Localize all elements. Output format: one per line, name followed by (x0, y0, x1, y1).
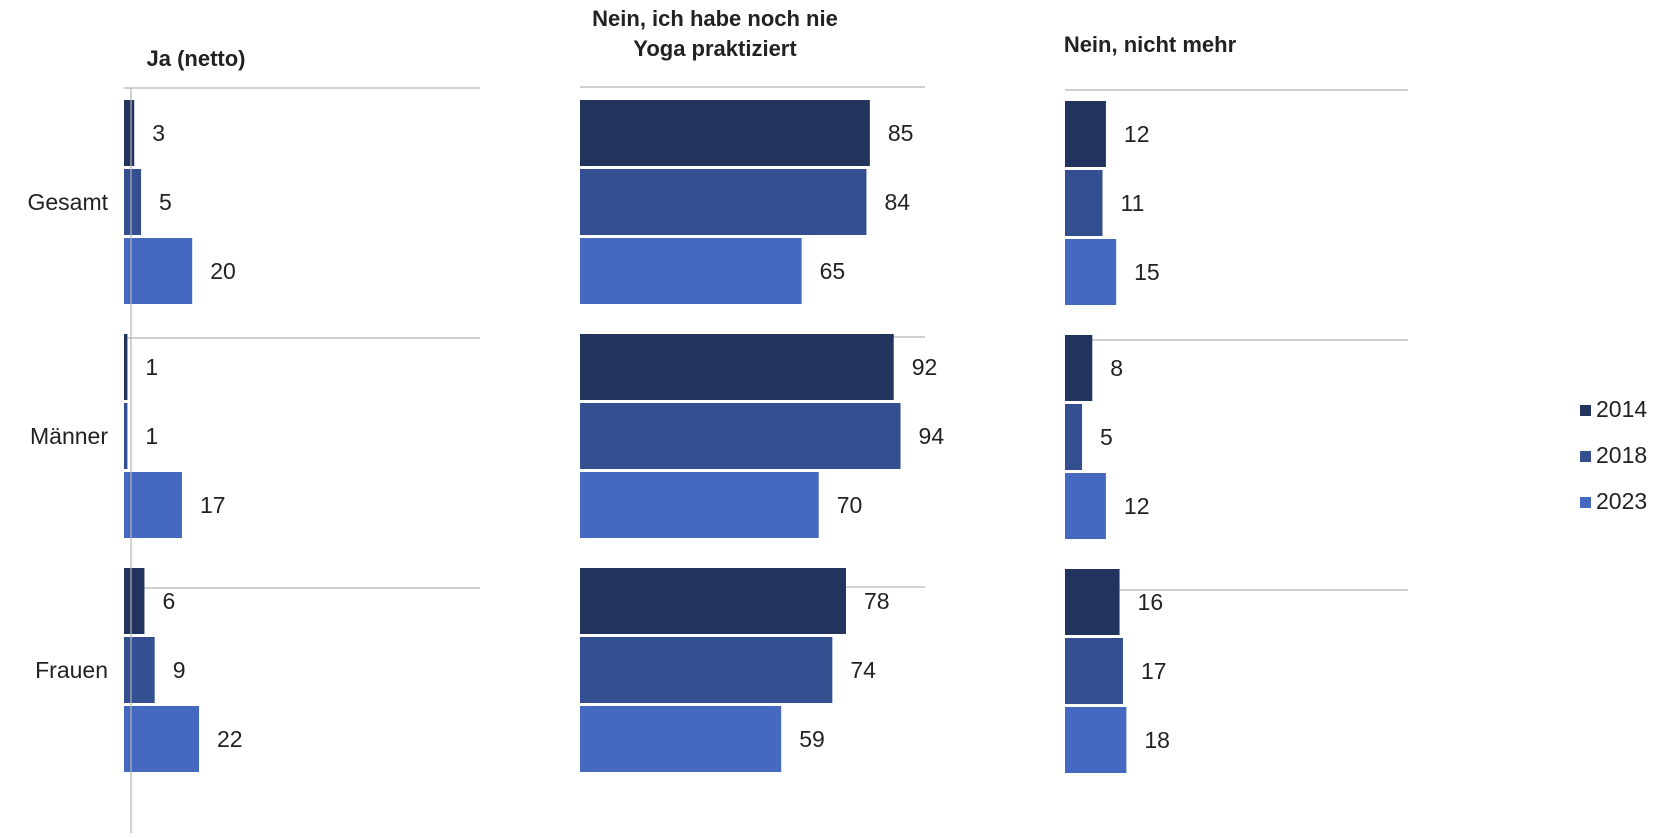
bar-1-männer-2023 (124, 472, 182, 538)
bar-2-männer-2014 (580, 334, 894, 400)
value-label-1-männer-2023: 17 (200, 492, 226, 518)
panel-title-2-line-1: Nein, ich habe noch nie (592, 6, 838, 31)
bar-1-männer-2014 (124, 334, 128, 400)
bar-1-frauen-2023 (124, 706, 200, 772)
bar-3-gesamt-2018 (1065, 170, 1103, 236)
bar-2-gesamt-2018 (580, 169, 867, 235)
value-label-2-männer-2018: 94 (919, 423, 945, 449)
value-label-3-gesamt-2014: 12 (1124, 121, 1150, 147)
value-label-1-gesamt-2023: 20 (210, 258, 236, 284)
value-label-3-gesamt-2023: 15 (1134, 259, 1160, 285)
value-label-3-frauen-2023: 18 (1144, 727, 1170, 753)
value-label-2-frauen-2018: 74 (850, 657, 876, 683)
bar-2-männer-2018 (580, 403, 901, 469)
panel-title-3: Nein, nicht mehr (1064, 32, 1237, 57)
bar-1-frauen-2018 (124, 637, 155, 703)
value-label-2-frauen-2023: 59 (799, 726, 825, 752)
panel-title-2-line-2: Yoga praktiziert (633, 36, 797, 61)
value-label-3-frauen-2018: 17 (1141, 658, 1167, 684)
value-label-1-männer-2014: 1 (145, 354, 158, 380)
bar-3-männer-2018 (1065, 404, 1083, 470)
bar-3-frauen-2023 (1065, 707, 1127, 773)
bar-1-gesamt-2018 (124, 169, 142, 235)
bar-2-gesamt-2014 (580, 100, 870, 166)
value-label-3-männer-2018: 5 (1100, 424, 1113, 450)
value-label-2-gesamt-2018: 84 (884, 189, 910, 215)
value-label-1-frauen-2014: 6 (162, 588, 175, 614)
category-label-gesamt: Gesamt (27, 189, 108, 215)
legend-label-2023: 2023 (1596, 488, 1647, 514)
bar-2-frauen-2023 (580, 706, 782, 772)
bar-3-gesamt-2014 (1065, 101, 1106, 167)
value-label-3-männer-2023: 12 (1124, 493, 1150, 519)
bar-1-männer-2018 (124, 403, 128, 469)
bar-3-männer-2023 (1065, 473, 1106, 539)
bar-2-frauen-2014 (580, 568, 846, 634)
value-label-3-frauen-2014: 16 (1138, 589, 1164, 615)
bar-1-gesamt-2023 (124, 238, 193, 304)
value-label-2-gesamt-2014: 85 (888, 120, 914, 146)
bar-3-frauen-2018 (1065, 638, 1123, 704)
value-label-3-männer-2014: 8 (1110, 355, 1123, 381)
bar-2-männer-2023 (580, 472, 819, 538)
value-label-2-männer-2014: 92 (912, 354, 938, 380)
value-label-1-männer-2018: 1 (145, 423, 158, 449)
value-label-2-frauen-2014: 78 (864, 588, 890, 614)
bar-1-frauen-2014 (124, 568, 145, 634)
bar-2-gesamt-2023 (580, 238, 802, 304)
legend-swatch-2014 (1580, 405, 1591, 416)
value-label-1-frauen-2023: 22 (217, 726, 243, 752)
panel-title-1: Ja (netto) (147, 46, 246, 71)
value-label-1-gesamt-2018: 5 (159, 189, 172, 215)
value-label-3-gesamt-2018: 11 (1121, 190, 1145, 216)
value-label-1-gesamt-2014: 3 (152, 120, 165, 146)
value-label-2-gesamt-2023: 65 (820, 258, 846, 284)
value-label-1-frauen-2018: 9 (173, 657, 186, 683)
bar-2-frauen-2018 (580, 637, 833, 703)
legend-label-2018: 2018 (1596, 442, 1647, 468)
legend-label-2014: 2014 (1596, 396, 1647, 422)
category-label-frauen: Frauen (35, 657, 108, 683)
value-label-2-männer-2023: 70 (837, 492, 863, 518)
category-label-männer: Männer (30, 423, 108, 449)
legend-swatch-2023 (1580, 497, 1591, 508)
bar-3-gesamt-2023 (1065, 239, 1117, 305)
bar-1-gesamt-2014 (124, 100, 135, 166)
bar-3-männer-2014 (1065, 335, 1093, 401)
legend-swatch-2018 (1580, 451, 1591, 462)
bar-3-frauen-2014 (1065, 569, 1120, 635)
